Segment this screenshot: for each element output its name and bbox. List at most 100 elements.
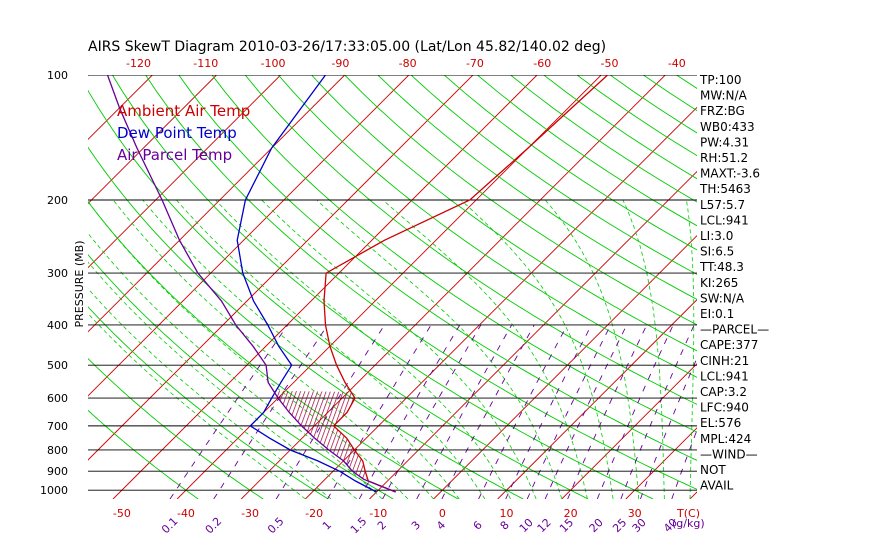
stability-index: L57:5.7 bbox=[700, 198, 745, 212]
isotherm-line bbox=[88, 75, 410, 397]
y-axis-label: PRESSURE (MB) bbox=[73, 241, 86, 328]
stability-index: LFC:940 bbox=[700, 401, 749, 415]
bottom-temp-axis: -50 -40 -30 -20 -10 0 10 20 30 bbox=[113, 507, 642, 520]
mixing-ratio-label: 12 bbox=[535, 516, 554, 535]
top-temp-tick-label: -110 bbox=[193, 57, 218, 70]
bottom-temp-tick-label: -10 bbox=[369, 507, 387, 520]
stability-index: SI:6.5 bbox=[700, 245, 734, 259]
dry-adiabat-line bbox=[277, 75, 697, 378]
top-temp-tick-label: -100 bbox=[261, 57, 286, 70]
top-temp-tick-label: -40 bbox=[668, 57, 686, 70]
dry-adiabat-line bbox=[743, 75, 870, 499]
isotherm-line bbox=[625, 427, 697, 499]
moist-adiabat-line bbox=[382, 199, 588, 499]
mixing-ratio-label: 1.5 bbox=[348, 515, 370, 537]
dry-adiabat-line bbox=[178, 75, 697, 461]
dry-adiabat-line bbox=[145, 75, 697, 490]
mixing-ratio-label: 1 bbox=[320, 518, 334, 532]
legend: Ambient Air Temp Dew Point Temp Air Parc… bbox=[117, 102, 250, 164]
mixing-ratio-label: 3 bbox=[409, 518, 423, 532]
moist-adiabat-line bbox=[316, 199, 563, 499]
moist-adiabat-line bbox=[176, 199, 486, 499]
stability-index: RH:51.2 bbox=[700, 151, 748, 165]
pressure-tick-label: 300 bbox=[47, 267, 68, 280]
dry-adiabat-line bbox=[776, 75, 870, 499]
stability-index: MPL:424 bbox=[700, 432, 751, 446]
dry-adiabat-line bbox=[809, 75, 870, 499]
cape-shaded-area bbox=[273, 390, 368, 479]
moist-adiabat-line bbox=[88, 261, 357, 499]
legend-ambient-air-temp: Ambient Air Temp bbox=[117, 102, 250, 120]
bottom-temp-tick-label: -30 bbox=[241, 507, 259, 520]
pressure-tick-label: 100 bbox=[47, 69, 68, 82]
moist-adiabat-line bbox=[622, 199, 665, 499]
legend-air-parcel-temp: Air Parcel Temp bbox=[117, 146, 232, 164]
mixing-ratio-unit-label: (g/kg) bbox=[672, 517, 705, 530]
pressure-tick-label: 700 bbox=[47, 420, 68, 433]
bottom-temp-tick-label: -40 bbox=[177, 507, 195, 520]
mixing-ratio-label: 25 bbox=[610, 516, 629, 535]
dry-adiabat-line bbox=[88, 253, 394, 499]
top-temp-tick-label: -90 bbox=[331, 57, 349, 70]
mixing-ratio-line bbox=[441, 324, 535, 499]
top-temp-tick-label: -50 bbox=[601, 57, 619, 70]
top-temp-tick-label: -70 bbox=[466, 57, 484, 70]
pressure-tick-label: 800 bbox=[47, 444, 68, 457]
temp-unit-label: T(C) bbox=[676, 507, 700, 520]
dry-adiabat-line bbox=[88, 89, 589, 499]
stability-index: EI:0.1 bbox=[700, 307, 734, 321]
isotherm-line bbox=[754, 75, 870, 499]
stability-index: —PARCEL— bbox=[700, 323, 769, 337]
mixing-ratio-label: 4 bbox=[434, 518, 448, 532]
pressure-tick-label: 1000 bbox=[40, 484, 68, 497]
dry-adiabat-line bbox=[643, 75, 697, 112]
isotherm-line bbox=[88, 75, 217, 205]
pressure-tick-label: 600 bbox=[47, 392, 68, 405]
top-temp-tick-label: -120 bbox=[126, 57, 151, 70]
bottom-temp-tick-label: -20 bbox=[305, 507, 323, 520]
stability-index: EL:576 bbox=[700, 416, 741, 430]
dry-adiabat-line bbox=[377, 75, 697, 300]
series-air-parcel-temp bbox=[106, 75, 396, 493]
isotherm-line bbox=[433, 234, 697, 499]
stability-index: LCL:941 bbox=[700, 369, 749, 383]
dry-adiabat-line bbox=[88, 409, 199, 499]
stability-index: CAPE:377 bbox=[700, 338, 758, 352]
mixing-ratio-line bbox=[478, 324, 568, 499]
bottom-temp-tick-label: 10 bbox=[499, 507, 513, 520]
dry-adiabat-line bbox=[112, 75, 654, 499]
moist-adiabat-line bbox=[88, 288, 332, 499]
moist-adiabat-line bbox=[544, 199, 640, 499]
dry-adiabat-line bbox=[244, 75, 697, 405]
stability-index: AVAIL bbox=[700, 479, 734, 493]
bottom-temp-tick-label: -50 bbox=[113, 507, 131, 520]
stability-index: TP:100 bbox=[699, 73, 742, 87]
bottom-temp-tick-label: 20 bbox=[564, 507, 578, 520]
top-temp-tick-label: -60 bbox=[533, 57, 551, 70]
series-ambient-air-temp bbox=[323, 75, 609, 493]
isotherm-line bbox=[88, 75, 281, 269]
stability-index: FRZ:BG bbox=[700, 104, 745, 118]
pressure-tick-label: 900 bbox=[47, 465, 68, 478]
stability-index: LCL:941 bbox=[700, 213, 749, 227]
stability-index: TT:48.3 bbox=[699, 260, 744, 274]
moist-adiabat-line bbox=[215, 199, 511, 499]
mixing-ratio-line bbox=[567, 324, 648, 499]
mixing-ratio-line bbox=[382, 324, 482, 499]
mixing-ratio-label: 8 bbox=[498, 518, 512, 532]
stability-index: CINH:21 bbox=[700, 354, 749, 368]
pressure-axis: 100 200 300 400 500 600 700 800 900 1000 bbox=[40, 69, 68, 497]
stability-index: WB0:433 bbox=[700, 120, 755, 134]
dry-adiabat-line bbox=[88, 357, 264, 499]
moist-adiabat-line bbox=[88, 312, 306, 499]
moist-adiabat-line bbox=[261, 199, 537, 499]
mixing-ratio-line bbox=[169, 324, 289, 499]
mixing-ratio-label: 6 bbox=[471, 518, 485, 532]
pressure-tick-label: 200 bbox=[47, 194, 68, 207]
mixing-ratio-lines bbox=[169, 324, 697, 499]
moist-adiabat-line bbox=[112, 199, 434, 499]
dry-adiabat-line bbox=[443, 75, 697, 251]
mixing-ratio-line bbox=[544, 324, 628, 499]
